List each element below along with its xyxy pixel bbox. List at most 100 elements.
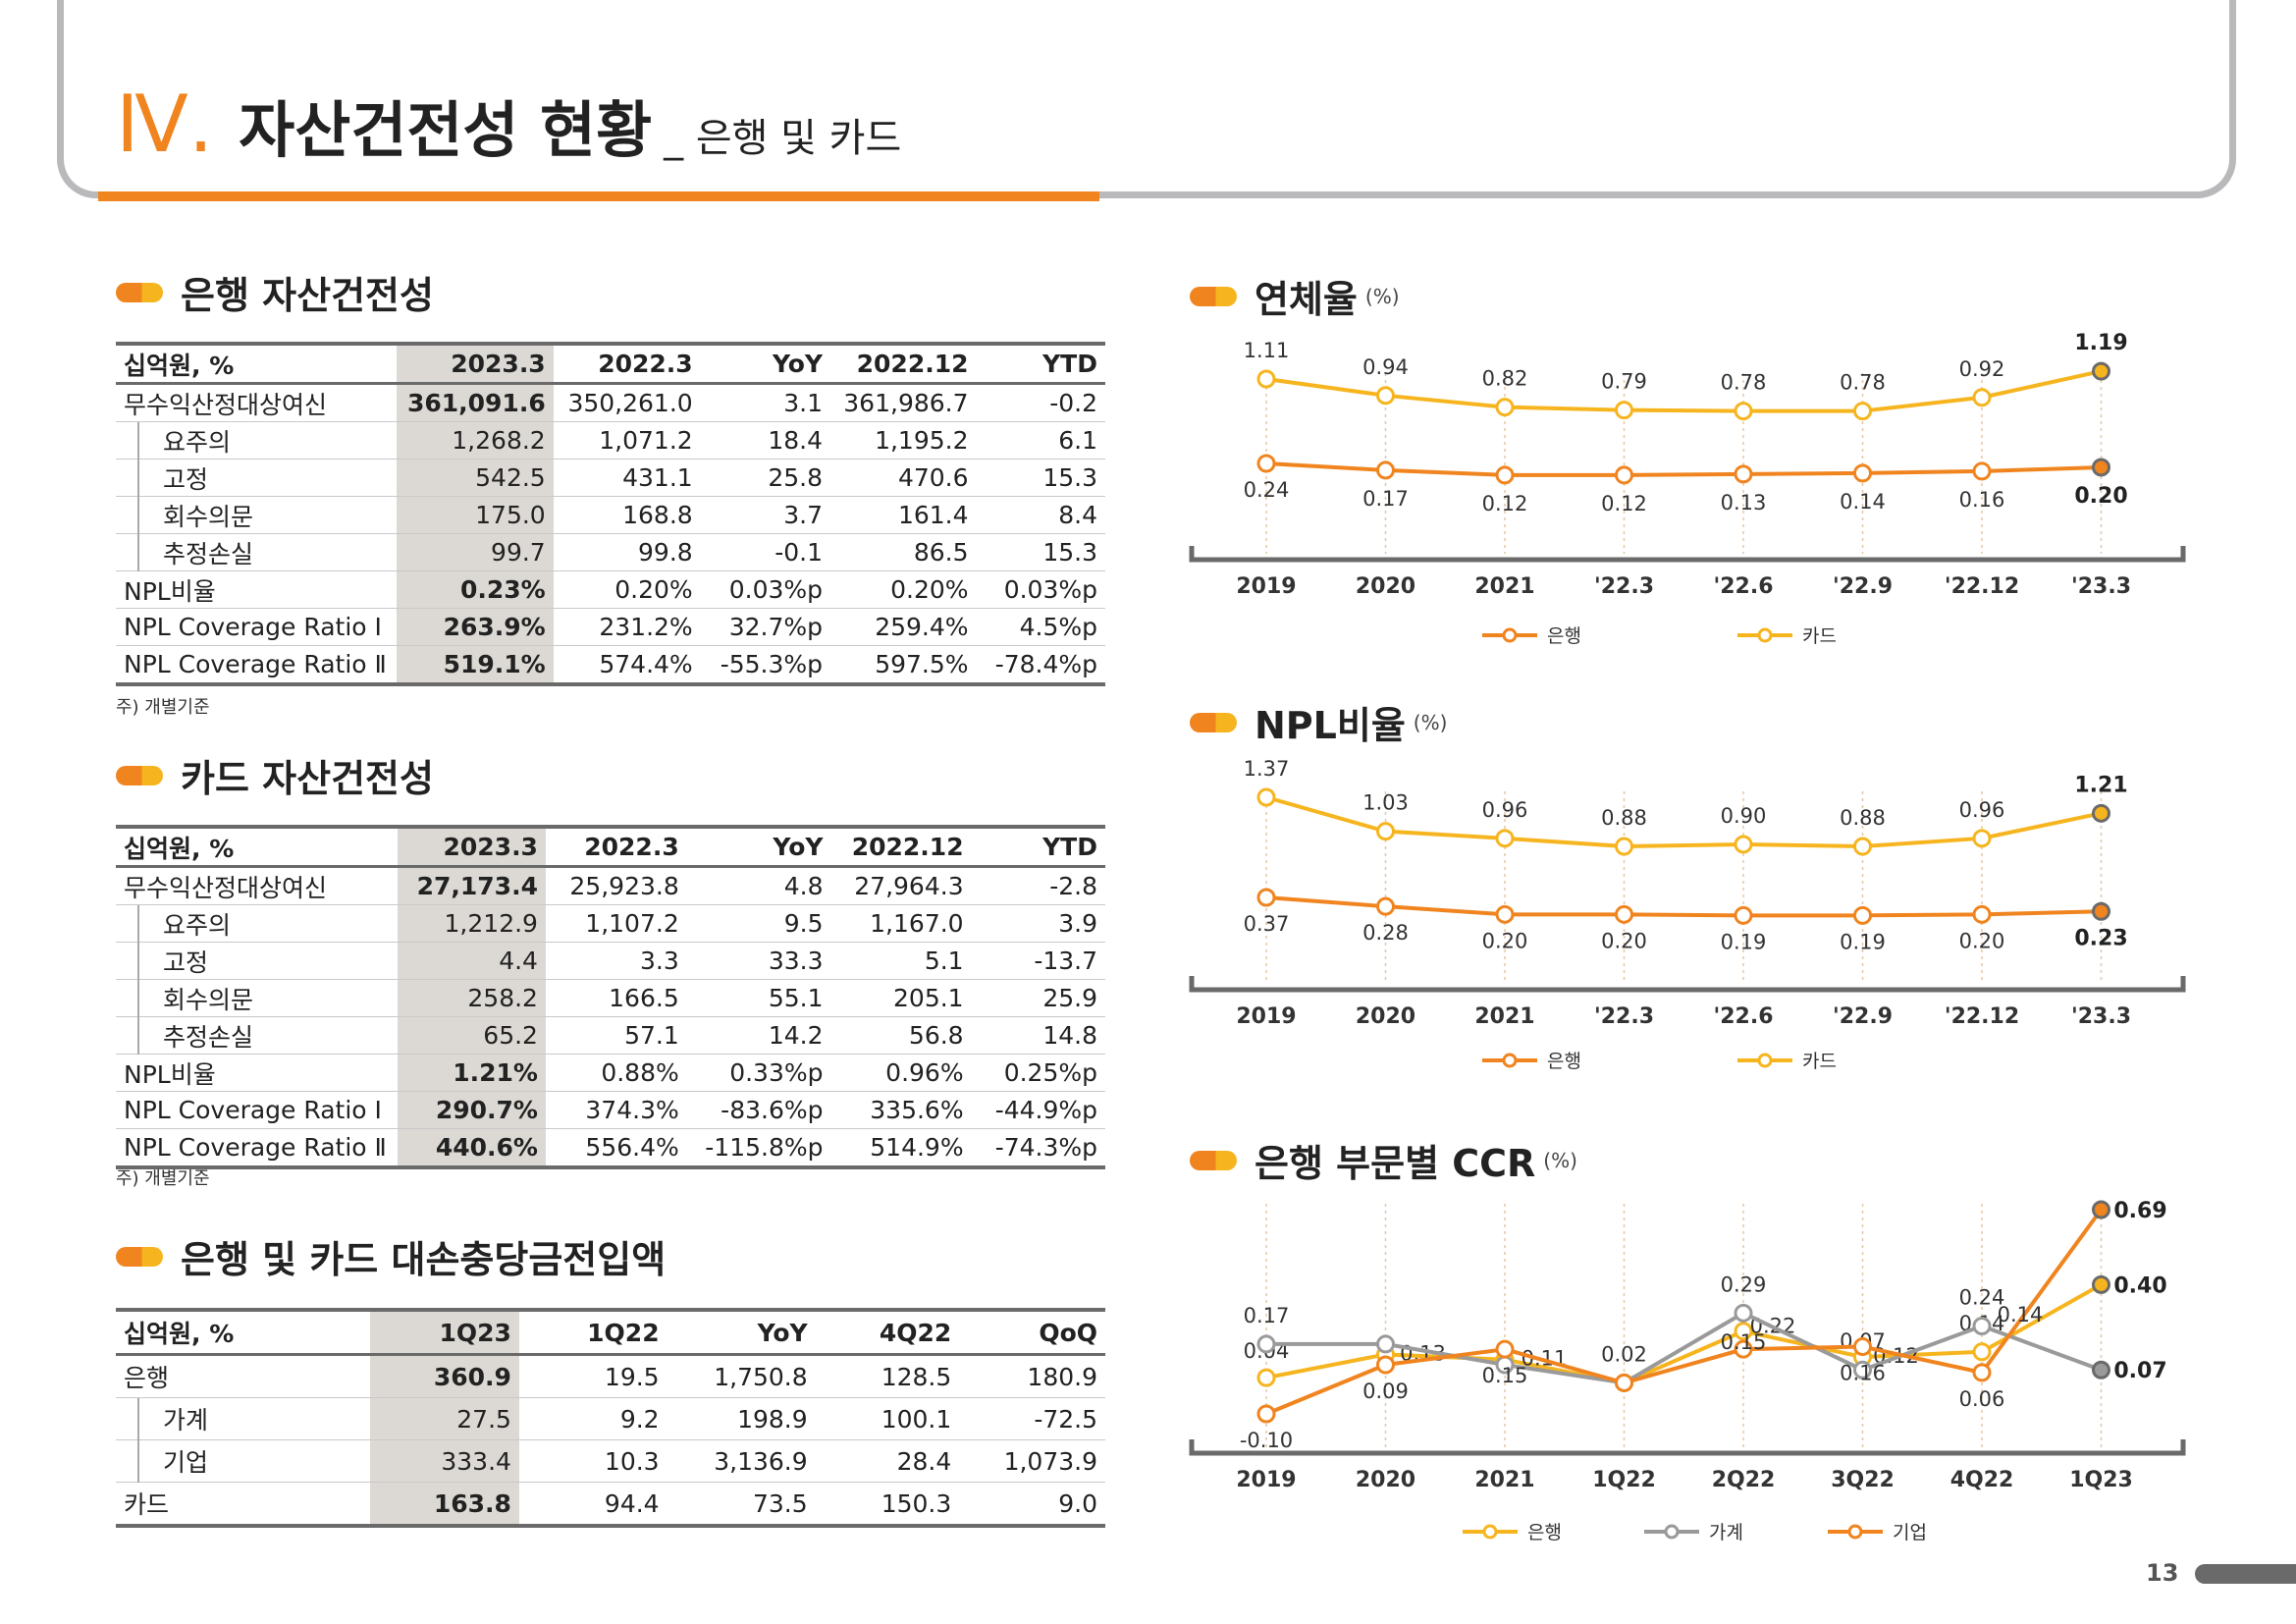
table-row: NPL비율 0.23% 0.20% 0.03%p 0.20% 0.03%p <box>116 570 1105 609</box>
row-label: 회수의문 <box>116 979 399 1017</box>
table-cell: 65.2 <box>398 1016 546 1055</box>
legend-label: 기업 <box>1893 1522 1927 1542</box>
card-table-note: 주) 개별기준 <box>116 1168 210 1189</box>
table-cell: 18.4 <box>700 421 831 460</box>
table-cell: 0.33%p <box>686 1054 831 1092</box>
table-cell: 514.9% <box>830 1128 972 1169</box>
data-point <box>1972 904 1992 924</box>
table-row: 기업 333.4 10.3 3,136.9 28.4 1,073.9 <box>116 1439 1105 1483</box>
table-cell: 1,107.2 <box>545 904 687 943</box>
table-cell: 440.6% <box>398 1128 546 1169</box>
data-point <box>1495 1339 1515 1359</box>
table-cell: 205.1 <box>830 979 972 1017</box>
data-label: 0.16 <box>1959 488 2005 512</box>
column-header: YoY <box>667 1308 816 1356</box>
row-label: NPL Coverage Ratio Ⅰ <box>116 1091 399 1129</box>
table-cell: 597.5% <box>830 645 977 686</box>
table-cell: -2.8 <box>971 866 1105 905</box>
table-row: 회수의문 258.2 166.5 55.1 205.1 25.9 <box>116 979 1105 1017</box>
delinquency-chart-title: 연체율 <box>1255 278 1358 321</box>
axis-baseline <box>1189 546 2186 563</box>
header-accent-bar <box>98 191 1099 201</box>
table-header-row: 십억원, % 2023.3 2022.3 YoY 2022.12 YTD <box>116 342 1105 385</box>
table-cell: 6.1 <box>976 421 1105 460</box>
table-cell: 4.5%p <box>976 608 1105 646</box>
series-line-2 <box>1265 1208 2104 1416</box>
table-cell: 350,261.0 <box>553 383 701 422</box>
row-label: 회수의문 <box>116 496 398 534</box>
table-cell: 56.8 <box>830 1016 972 1055</box>
table-row: 무수익산정대상여신 361,091.6 350,261.0 3.1 361,986.7-… <box>116 383 1105 422</box>
data-point <box>2092 458 2110 477</box>
header-frame <box>57 0 2236 198</box>
data-label: 0.79 <box>1601 370 1647 394</box>
table-cell: -83.6%p <box>686 1091 831 1129</box>
column-header: 2022.12 <box>830 825 972 868</box>
table-row: 고정 4.4 3.3 33.3 5.1 -13.7 <box>116 942 1105 980</box>
bullet-pill-icon <box>116 282 163 302</box>
series-line-1 <box>1265 369 2102 413</box>
table-row: 카드 163.8 94.4 73.5 150.3 9.0 <box>116 1482 1105 1528</box>
data-label: 0.20 <box>1482 929 1528 952</box>
row-label: 추정손실 <box>116 1016 399 1055</box>
table-cell: 335.6% <box>830 1091 972 1129</box>
row-label: 기업 <box>116 1439 371 1483</box>
data-point <box>1734 1322 1753 1341</box>
data-point <box>1853 837 1872 856</box>
table-cell: 574.4% <box>553 645 701 686</box>
table-cell: 128.5 <box>815 1354 960 1398</box>
data-point <box>1615 904 1633 924</box>
table-cell: 86.5 <box>830 533 977 571</box>
table-cell: 180.9 <box>959 1354 1105 1398</box>
data-label: 0.24 <box>1959 1285 2005 1309</box>
table-row: 회수의문 175.0 168.8 3.7 161.4 8.4 <box>116 496 1105 534</box>
table-cell: 1,750.8 <box>667 1354 816 1398</box>
table-row: 가계 27.5 9.2 198.9 100.1 -72.5 <box>116 1397 1105 1440</box>
data-label: 0.94 <box>1362 355 1409 379</box>
column-header: 2022.12 <box>830 342 977 385</box>
data-point <box>2092 803 2110 823</box>
table-cell: 99.8 <box>553 533 701 571</box>
page-number: 13 <box>2146 1559 2179 1587</box>
bank-asset-quality-table: 십억원, % 2023.3 2022.3 YoY 2022.12 YTD 무수익산정대상여신… <box>116 342 1105 686</box>
x-tick-label: 2020 <box>1356 574 1415 599</box>
table-cell: 556.4% <box>545 1128 687 1169</box>
table-cell: -55.3%p <box>700 645 831 686</box>
data-point <box>1256 454 1276 473</box>
axis-baseline <box>1189 1439 2186 1456</box>
data-point <box>1256 1334 1276 1354</box>
data-label: 0.07 <box>2113 1359 2166 1383</box>
row-label: 가계 <box>116 1397 371 1440</box>
x-tick-label: 2021 <box>1474 1468 1534 1492</box>
table-cell: 231.2% <box>553 608 701 646</box>
table-cell: 470.6 <box>830 459 977 497</box>
table-cell: 198.9 <box>667 1397 816 1440</box>
data-point <box>1256 888 1276 907</box>
data-point <box>1972 1363 1992 1382</box>
table-cell: 55.1 <box>686 979 831 1017</box>
data-label: 0.24 <box>1244 478 1290 502</box>
data-label: 1.03 <box>1362 791 1409 815</box>
column-header: 십억원, % <box>116 825 399 868</box>
x-tick-label: '22.9 <box>1833 1004 1893 1029</box>
data-label: 0.20 <box>1601 929 1647 952</box>
x-tick-label: 2020 <box>1356 1468 1415 1492</box>
row-label: NPL Coverage Ratio Ⅰ <box>116 608 398 646</box>
legend-label: 카드 <box>1802 1051 1837 1072</box>
table-cell: -115.8%p <box>686 1128 831 1169</box>
table-cell: 32.7%p <box>700 608 831 646</box>
table-cell: 27,964.3 <box>830 866 972 905</box>
column-header: 2022.3 <box>553 342 701 385</box>
table-row: NPL비율 1.21% 0.88% 0.33%p 0.96% 0.25%p <box>116 1054 1105 1092</box>
table-row: 추정손실 65.2 57.1 14.2 56.8 14.8 <box>116 1016 1105 1055</box>
data-point <box>1495 465 1515 485</box>
table-cell: 163.8 <box>370 1482 519 1528</box>
legend-label: 카드 <box>1802 625 1837 647</box>
data-point <box>1972 1342 1992 1362</box>
x-tick-label: 2Q22 <box>1712 1468 1776 1492</box>
data-point <box>2092 1274 2110 1294</box>
x-tick-label: '22.6 <box>1713 1004 1773 1029</box>
bank-table-note: 주) 개별기준 <box>116 697 210 718</box>
legend-marker <box>1664 1524 1680 1540</box>
npl-chart-unit: (%) <box>1413 710 1448 734</box>
